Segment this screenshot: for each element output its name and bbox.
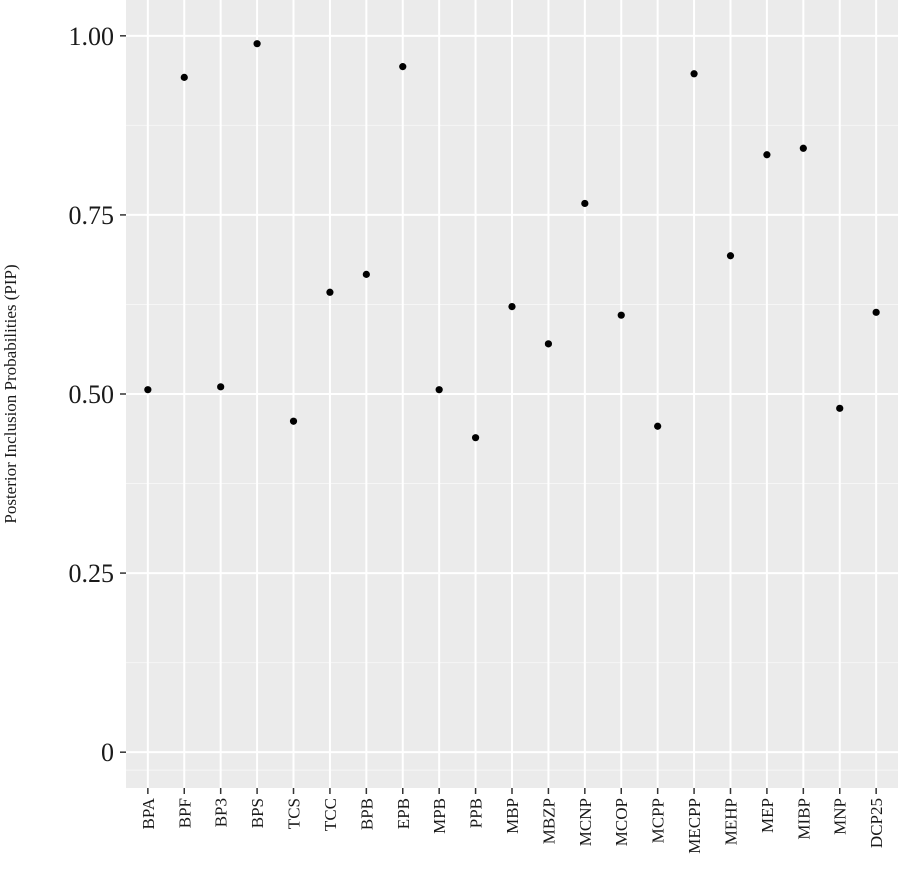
- data-point-tcc: [326, 288, 334, 296]
- data-point-mpb: [435, 386, 443, 394]
- x-tick-label: MNP: [831, 798, 850, 835]
- x-tick-label: MBZP: [539, 798, 558, 844]
- y-axis-label: Posterior Inclusion Probabilities (PIP): [1, 264, 20, 523]
- x-tick-label: BPS: [248, 798, 267, 828]
- x-tick-label: TCS: [285, 798, 304, 829]
- x-tick-label: MEP: [758, 798, 777, 833]
- data-point-mibp: [799, 144, 807, 152]
- x-tick-label: TCC: [321, 798, 340, 831]
- data-point-bpb: [362, 270, 370, 278]
- data-point-ppb: [471, 434, 480, 442]
- x-tick-label: BP3: [212, 798, 231, 827]
- data-point-tcs: [289, 417, 298, 425]
- data-point-mcnp: [581, 199, 589, 208]
- x-tick-label: MBP: [503, 798, 522, 834]
- x-axis-ticks: BPA BPF BP3 BPS TCS TCC BPB EPB MPB PPB MBP MBZP MCN…: [139, 788, 886, 854]
- x-tick-label: DCP25: [867, 798, 886, 848]
- y-axis-ticks: 0 0.25 0.50 0.75 1.00: [69, 22, 126, 767]
- y-tick-label: 0: [101, 738, 114, 767]
- x-tick-label: BPA: [139, 797, 158, 829]
- x-tick-label: MEHP: [721, 798, 740, 845]
- x-tick-label: EPB: [394, 798, 413, 829]
- data-point-mecpp: [690, 70, 698, 78]
- data-point-bp3: [217, 383, 225, 391]
- y-tick-label: 0.50: [69, 380, 115, 409]
- data-point-mcop: [617, 311, 625, 319]
- x-tick-label: MPB: [430, 798, 449, 834]
- data-points: [144, 40, 880, 442]
- x-tick-label: MECPP: [685, 798, 704, 854]
- y-tick-label: 0.75: [69, 201, 115, 230]
- x-tick-label: MIBP: [794, 798, 813, 840]
- x-tick-label: PPB: [467, 798, 486, 828]
- data-point-mep: [763, 151, 771, 159]
- data-point-bps: [253, 40, 261, 48]
- y-tick-label: 0.25: [69, 559, 115, 588]
- x-tick-label: BPB: [357, 798, 376, 830]
- data-point-mcpp: [654, 422, 662, 430]
- data-point-mehp: [726, 252, 735, 260]
- y-tick-label: 1.00: [69, 22, 115, 51]
- data-point-bpa: [144, 386, 152, 394]
- data-point-mnp: [836, 404, 844, 412]
- data-point-mbzp: [544, 340, 553, 348]
- data-point-bpf: [180, 73, 188, 81]
- major-gridlines: [126, 0, 898, 788]
- x-tick-label: MCPP: [649, 798, 668, 843]
- x-tick-label: BPF: [175, 798, 194, 828]
- data-point-epb: [399, 63, 407, 71]
- data-point-mbp: [508, 303, 516, 311]
- data-point-dcp25: [872, 308, 880, 316]
- x-tick-label: MCOP: [612, 798, 631, 846]
- x-tick-label: MCNP: [576, 798, 595, 846]
